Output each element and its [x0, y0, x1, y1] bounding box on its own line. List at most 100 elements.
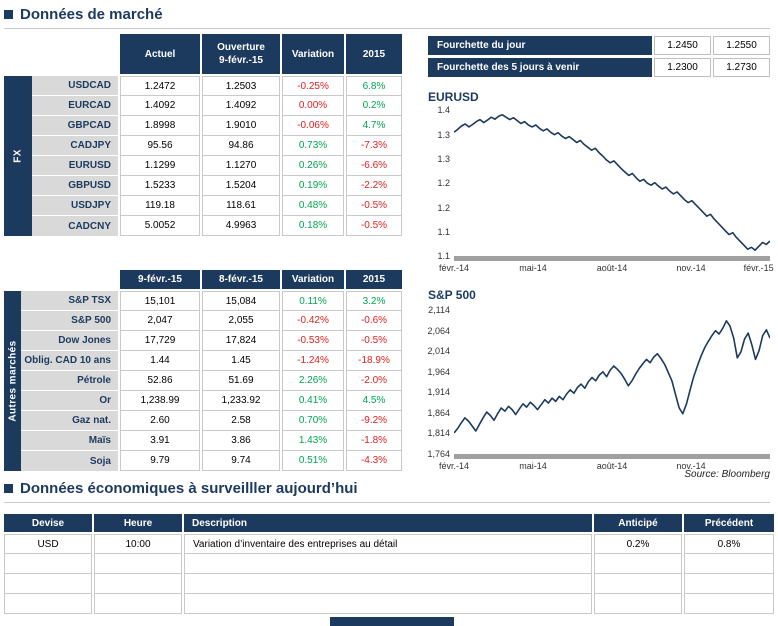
- market-row-label: Soja: [21, 451, 118, 471]
- fx-cell-open: 1.5204: [202, 176, 280, 196]
- market-cell-ytd: 4.5%: [346, 391, 402, 411]
- econ-cell-precedent: [684, 594, 774, 614]
- y-tick-label: 2,014: [427, 346, 450, 357]
- markets-table-header: 9-févr.-15 8-févr.-15 Variation 2015: [120, 270, 402, 289]
- range-high-value: 1.2730: [713, 58, 770, 77]
- plot-area: [454, 108, 770, 261]
- x-tick-label: nov.-14: [676, 263, 706, 273]
- econ-cell-devise: USD: [4, 534, 92, 554]
- sp500-chart: S&P 500 2,114 2,064 2,014 1,964 1,914 1,864 1,…: [427, 288, 772, 473]
- fx-table-row: CADCNY 5.0052 4.9963 0.18% -0.5%: [32, 216, 402, 236]
- x-tick-label: nov.-14: [676, 461, 706, 471]
- fx-cell-open: 4.9963: [202, 216, 280, 236]
- fx-cell-actual: 1.4092: [120, 96, 200, 116]
- x-tick-label: août-14: [596, 263, 628, 273]
- econ-table-row: USD 10:00 Variation d’inventaire des entre…: [4, 534, 774, 554]
- y-tick-label: 1,864: [427, 407, 450, 418]
- fx-table-row: USDCAD 1.2472 1.2503 -0.25% 6.8%: [32, 76, 402, 96]
- day-range-row: Fourchette du jour 1.2450 1.2550: [428, 36, 772, 55]
- price-line: [454, 320, 770, 434]
- x-tick-label: mai-14: [519, 461, 547, 471]
- econ-cell-devise: [4, 574, 92, 594]
- fx-cell-variation: -0.06%: [282, 116, 344, 136]
- market-cell-previous: 15,084: [202, 291, 280, 311]
- econ-cell-description: [184, 574, 592, 594]
- market-table-row: S&P TSX 15,101 15,084 0.11% 3.2%: [21, 291, 402, 311]
- market-table-row: Pétrole 52.86 51.69 2.26% -2.0%: [21, 371, 402, 391]
- market-row-label: Maïs: [21, 431, 118, 451]
- section-bullet-icon: [4, 484, 13, 493]
- plot-area: [454, 306, 770, 459]
- market-cell-ytd: -2.0%: [346, 371, 402, 391]
- y-tick-label: 1,814: [427, 428, 450, 439]
- y-tick-label: 1.1: [437, 251, 450, 261]
- range-label: Fourchette du jour: [428, 36, 652, 55]
- market-cell-previous: 17,824: [202, 331, 280, 351]
- col-header-date-current: 9-févr.-15: [120, 270, 200, 289]
- fx-row-label: GBPCAD: [32, 116, 118, 136]
- col-header-devise: Devise: [4, 514, 92, 532]
- market-cell-current: 2,047: [120, 311, 200, 331]
- chart-title: S&P 500: [428, 288, 476, 302]
- fx-cell-variation: 0.26%: [282, 156, 344, 176]
- market-cell-variation: 0.11%: [282, 291, 344, 311]
- section-title-text: Données de marché: [20, 6, 163, 23]
- econ-cell-precedent: [684, 574, 774, 594]
- y-tick-label: 1.4: [437, 105, 450, 116]
- market-cell-current: 9.79: [120, 451, 200, 471]
- fx-table-row: EURUSD 1.1299 1.1270 0.26% -6.6%: [32, 156, 402, 176]
- fx-cell-variation: 0.18%: [282, 216, 344, 236]
- market-cell-current: 15,101: [120, 291, 200, 311]
- fx-cell-open: 1.4092: [202, 96, 280, 116]
- fx-table: FX USDCAD 1.2472 1.2503 -0.25% 6.8% EURCAD 1.4…: [4, 76, 402, 236]
- econ-cell-heure: [94, 594, 182, 614]
- fx-table-rows: USDCAD 1.2472 1.2503 -0.25% 6.8% EURCAD 1.4092…: [32, 76, 402, 236]
- market-cell-ytd: -9.2%: [346, 411, 402, 431]
- section-title-text: Données économiques à surveilller aujour…: [20, 480, 358, 497]
- fx-cell-open: 1.1270: [202, 156, 280, 176]
- econ-cell-precedent: [684, 554, 774, 574]
- market-cell-variation: -1.24%: [282, 351, 344, 371]
- fx-side-band: FX: [4, 76, 32, 236]
- fx-cell-ytd: -0.5%: [346, 216, 402, 236]
- econ-cell-heure: [94, 574, 182, 594]
- y-axis-labels: 1.4 1.3 1.3 1.2 1.2 1.1 1.1: [428, 105, 454, 261]
- y-axis-labels: 2,114 2,064 2,014 1,964 1,914 1,864 1,814 1,764: [427, 305, 454, 459]
- econ-cell-anticipe: [594, 554, 682, 574]
- market-cell-variation: -0.42%: [282, 311, 344, 331]
- fx-cell-actual: 95.56: [120, 136, 200, 156]
- econ-cell-anticipe: [594, 574, 682, 594]
- market-row-label: Pétrole: [21, 371, 118, 391]
- fx-cell-actual: 5.0052: [120, 216, 200, 236]
- econ-cell-anticipe: [594, 594, 682, 614]
- fx-row-label: USDCAD: [32, 76, 118, 96]
- market-cell-previous: 3.86: [202, 431, 280, 451]
- econ-cell-devise: [4, 594, 92, 614]
- market-table-row: Soja 9.79 9.74 0.51% -4.3%: [21, 451, 402, 471]
- econ-cell-description: Variation d’inventaire des entreprises a…: [184, 534, 592, 554]
- fx-cell-variation: 0.00%: [282, 96, 344, 116]
- market-cell-previous: 9.74: [202, 451, 280, 471]
- market-cell-ytd: -1.8%: [346, 431, 402, 451]
- col-header-date-previous: 8-févr.-15: [202, 270, 280, 289]
- x-tick-label: févr.-15: [743, 263, 774, 273]
- left-column: Actuel Ouverture 9-févr.-15 Variation 20…: [4, 34, 402, 471]
- fx-table-row: USDJPY 119.18 118.61 0.48% -0.5%: [32, 196, 402, 216]
- market-cell-previous: 2.58: [202, 411, 280, 431]
- section-title-market-data: Données de marché: [4, 6, 770, 29]
- econ-cell-precedent: 0.8%: [684, 534, 774, 554]
- x-axis-labels: févr.-14 mai-14 août-14 nov.-14: [439, 461, 772, 473]
- market-cell-ytd: -4.3%: [346, 451, 402, 471]
- y-tick-label: 1.3: [437, 129, 450, 140]
- market-row-label: Oblig. CAD 10 ans: [21, 351, 118, 371]
- x-tick-label: mai-14: [519, 263, 547, 273]
- fx-cell-actual: 1.5233: [120, 176, 200, 196]
- col-header-ouverture: Ouverture 9-févr.-15: [202, 34, 280, 74]
- market-cell-variation: 2.26%: [282, 371, 344, 391]
- fx-cell-actual: 1.1299: [120, 156, 200, 176]
- x-tick-label: févr.-14: [438, 461, 470, 471]
- econ-cell-heure: [94, 554, 182, 574]
- econ-table-row: [4, 554, 774, 574]
- y-tick-label: 1,964: [427, 366, 450, 377]
- market-table-row: Gaz nat. 2.60 2.58 0.70% -9.2%: [21, 411, 402, 431]
